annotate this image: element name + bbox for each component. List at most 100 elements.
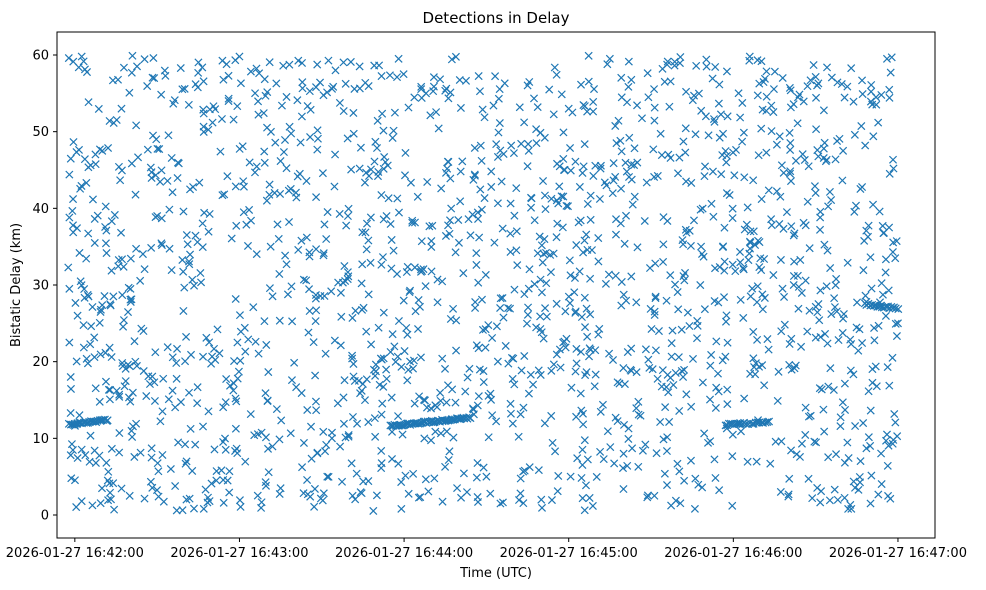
x-tick-label: 2026-01-27 16:44:00 [335, 546, 473, 561]
data-point [576, 216, 585, 225]
data-point [309, 338, 318, 347]
data-point [524, 284, 533, 293]
data-point [65, 170, 74, 179]
data-point [100, 292, 109, 301]
data-point [598, 400, 607, 409]
data-point [265, 284, 274, 293]
data-point [646, 304, 655, 313]
data-point [263, 397, 272, 406]
data-point [80, 293, 89, 302]
data-point [680, 276, 689, 285]
data-point [850, 130, 859, 139]
data-point [674, 305, 683, 314]
data-point [582, 368, 591, 377]
data-point [90, 446, 99, 455]
data-point [855, 325, 864, 334]
data-point [80, 285, 89, 294]
data-point [81, 451, 90, 460]
data-point [517, 366, 526, 375]
data-point [322, 440, 331, 449]
data-point [436, 396, 445, 405]
data-point [651, 294, 660, 303]
data-point [743, 457, 752, 466]
data-point [711, 403, 720, 412]
data-point [624, 57, 633, 66]
data-point [303, 102, 312, 111]
data-point [862, 444, 871, 453]
data-point [88, 195, 97, 204]
data-point [302, 176, 311, 185]
data-point [580, 436, 589, 445]
data-point [702, 55, 711, 64]
data-point [114, 255, 123, 265]
data-point [252, 162, 261, 171]
data-point [406, 286, 415, 295]
data-point [231, 56, 240, 65]
data-point [430, 474, 439, 483]
data-point [432, 108, 441, 117]
data-point [700, 172, 709, 181]
data-point [585, 493, 594, 502]
data-point [723, 112, 732, 121]
data-point [583, 332, 592, 341]
data-point [293, 96, 302, 105]
data-point [577, 313, 586, 322]
data-point [632, 404, 641, 413]
data-point [400, 171, 410, 180]
data-point [131, 190, 140, 199]
data-point [205, 338, 214, 347]
data-point [409, 469, 418, 478]
data-point [641, 440, 650, 449]
data-point [706, 437, 715, 446]
data-point [163, 343, 172, 352]
data-point [79, 57, 88, 66]
data-point [540, 191, 549, 200]
data-point [67, 440, 76, 449]
data-point [260, 317, 269, 326]
data-point [364, 477, 373, 486]
data-point [833, 495, 842, 504]
data-point [512, 246, 521, 255]
data-point [379, 382, 388, 391]
data-point [97, 484, 107, 493]
data-point [117, 104, 126, 113]
data-point [627, 344, 636, 353]
data-point [627, 75, 636, 84]
data-point [481, 325, 490, 334]
data-point [336, 341, 345, 350]
data-point [650, 307, 659, 316]
y-tick-label: 0 [41, 509, 49, 524]
data-point [816, 333, 825, 342]
data-point [617, 147, 626, 156]
data-point [740, 173, 749, 182]
data-point [870, 323, 879, 333]
data-point [286, 429, 295, 438]
data-point [494, 94, 503, 103]
data-point [204, 227, 213, 236]
data-point [738, 137, 747, 146]
data-point [858, 339, 867, 348]
data-point [106, 300, 115, 309]
data-point [765, 417, 774, 426]
data-point [541, 205, 550, 214]
data-point [421, 475, 430, 484]
data-point [492, 417, 501, 426]
data-point [178, 85, 187, 94]
data-point [883, 363, 892, 372]
data-point [222, 374, 231, 384]
data-point [324, 472, 333, 481]
data-point [261, 481, 271, 490]
data-point [591, 161, 600, 170]
data-point [492, 322, 501, 331]
data-point [101, 239, 110, 248]
data-point [90, 238, 99, 247]
data-point [480, 194, 489, 203]
data-point [736, 258, 745, 267]
data-point [165, 205, 174, 214]
data-point [516, 410, 525, 419]
data-point [361, 228, 370, 237]
data-point [534, 466, 543, 475]
data-point [885, 381, 894, 390]
data-point [526, 370, 535, 379]
data-point [154, 467, 163, 476]
